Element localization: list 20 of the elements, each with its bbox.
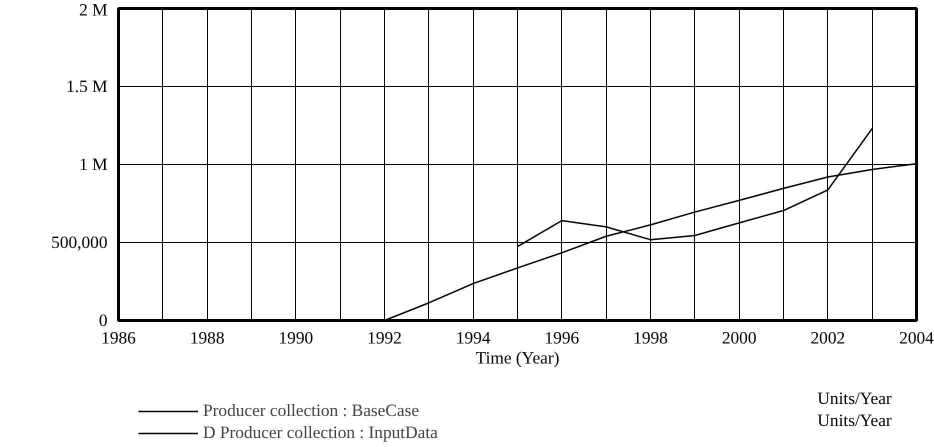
x-axis-title: Time (Year) [476, 348, 560, 368]
x-tick-label: 1996 [544, 328, 580, 348]
legend-label: D Producer collection : InputData [203, 423, 438, 443]
legend-label: Producer collection : BaseCase [203, 401, 420, 421]
text: Units/Year [817, 389, 892, 408]
x-tick-label: 2002 [810, 328, 846, 348]
y-tick-label: 0 [98, 311, 108, 330]
x-tick-label: 2000 [722, 328, 756, 348]
x-tick-label: 1988 [190, 328, 224, 348]
y-tick-label: 2 M [79, 0, 108, 20]
x-tick-label: 1990 [278, 328, 314, 348]
y-tick-label: 1.5 M [66, 77, 108, 96]
x-tick-label: 1992 [367, 328, 402, 348]
x-tick-label: 2004 [899, 328, 934, 348]
x-tick-label: 1986 [101, 328, 136, 348]
x-tick-label: 1994 [456, 328, 491, 348]
y-tick-label: 500,000 [51, 233, 108, 252]
text: Units/Year [817, 411, 892, 430]
y-tick-label: 1 M [79, 155, 108, 174]
x-tick-label: 1998 [633, 328, 668, 348]
